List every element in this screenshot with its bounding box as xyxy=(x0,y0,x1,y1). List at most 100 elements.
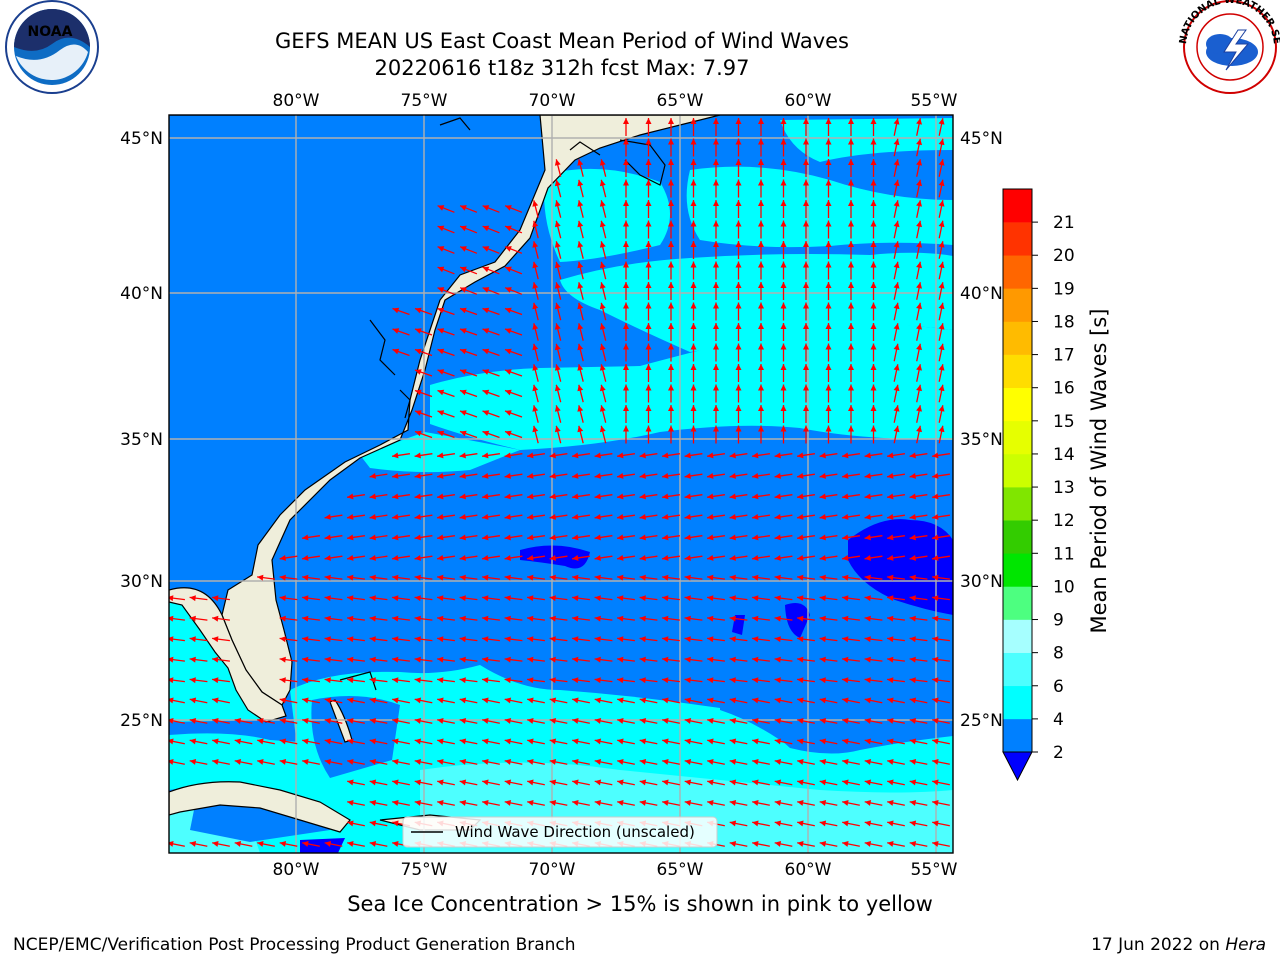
wind-wave-arrow-head xyxy=(617,574,624,581)
wind-wave-arrow-head xyxy=(684,534,691,541)
wind-wave-arrow-head xyxy=(797,738,804,745)
wind-wave-arrow-head xyxy=(729,514,736,520)
wind-wave-arrow-head xyxy=(893,343,900,351)
wind-wave-arrow-head xyxy=(932,820,939,827)
wind-wave-arrow-head xyxy=(415,430,422,437)
wind-wave-arrow-head xyxy=(819,555,826,561)
wind-wave-arrow-head xyxy=(504,615,511,622)
wind-wave-arrow-head xyxy=(527,452,534,459)
wind-wave-arrow-head xyxy=(774,656,781,663)
wind-wave-arrow-head xyxy=(803,179,809,186)
wind-wave-arrow-head xyxy=(623,179,629,186)
wind-wave-arrow-head xyxy=(639,718,647,724)
wind-wave-arrow-head xyxy=(848,179,854,186)
wind-wave-arrow-head xyxy=(482,514,489,520)
wind-wave-arrow-head xyxy=(645,220,652,227)
wind-wave-arrow-head xyxy=(459,697,467,704)
wind-wave-arrow-head xyxy=(645,364,652,370)
wind-wave-arrow-head xyxy=(594,493,601,500)
wind-wave-arrow-head xyxy=(842,534,849,541)
wind-wave-arrow-head xyxy=(797,555,804,561)
wind-wave-arrow-head xyxy=(668,200,674,206)
wind-wave-arrow-head xyxy=(460,430,467,437)
wind-wave-arrow-head xyxy=(780,118,787,124)
wind-wave-arrow-head xyxy=(437,718,444,724)
wind-wave-arrow-head xyxy=(347,574,354,581)
wind-wave-arrow-head xyxy=(639,779,647,786)
wind-wave-arrow-head xyxy=(572,534,579,541)
wind-wave-arrow-head xyxy=(572,574,579,581)
colorbar-tick-label: 11 xyxy=(1053,544,1075,564)
wind-wave-arrow-head xyxy=(735,282,742,288)
wind-wave-arrow-head xyxy=(864,574,871,581)
wind-wave-arrow-head xyxy=(803,159,809,165)
wind-wave-arrow-head xyxy=(169,656,174,663)
wind-wave-arrow-head xyxy=(482,574,489,581)
wind-wave-arrow-head xyxy=(527,800,534,806)
wind-wave-arrow-head xyxy=(645,384,652,391)
wind-wave-arrow-head xyxy=(870,343,877,350)
wind-wave-arrow-head xyxy=(302,738,309,745)
wind-wave-arrow-head xyxy=(302,656,309,663)
lat-label: 45°N xyxy=(120,129,163,149)
wind-wave-arrow-head xyxy=(729,677,736,684)
wind-wave-arrow-head xyxy=(842,841,849,847)
wind-wave-arrow-head xyxy=(392,738,399,745)
wind-wave-arrow-head xyxy=(668,364,674,370)
wind-wave-arrow-head xyxy=(392,473,399,479)
wind-wave-arrow-head xyxy=(707,677,714,684)
wind-wave-arrow-head xyxy=(169,697,174,704)
wind-wave-arrow-head xyxy=(639,574,646,581)
wind-wave-arrow-head xyxy=(707,595,714,602)
wind-wave-arrow-head xyxy=(842,574,849,581)
wind-wave-arrow-head xyxy=(938,364,945,371)
wind-wave-arrow-head xyxy=(932,514,939,520)
wind-wave-arrow-head xyxy=(780,241,787,247)
colorbar-tick-label: 17 xyxy=(1053,346,1075,366)
colorbar-under-triangle xyxy=(1002,751,1033,782)
wind-wave-arrow-head xyxy=(459,534,466,541)
wind-wave-arrow-head xyxy=(212,697,219,704)
wind-wave-arrow-head xyxy=(617,636,624,643)
wind-wave-arrow-head xyxy=(797,493,804,500)
wind-wave-arrow-head xyxy=(392,800,399,806)
colorbar-tick-label: 15 xyxy=(1053,412,1075,432)
wind-wave-arrow-head xyxy=(572,779,579,786)
wind-wave-arrow-head xyxy=(623,159,629,165)
wind-wave-arrow-head xyxy=(797,473,804,479)
wind-wave-arrow-head xyxy=(864,514,871,520)
wind-wave-arrow-head xyxy=(392,615,399,622)
wind-wave-arrow-head xyxy=(645,200,652,206)
wind-wave-arrow-head xyxy=(842,514,849,520)
wind-wave-arrow-head xyxy=(932,697,939,704)
wind-wave-arrow-head xyxy=(864,493,871,500)
wind-wave-arrow-head xyxy=(414,697,422,704)
wind-wave-arrow-head xyxy=(825,364,832,370)
wind-wave-arrow-head xyxy=(302,555,309,561)
wind-wave-arrow-head xyxy=(639,656,646,663)
wind-wave-arrow-head xyxy=(909,738,917,745)
wind-wave-arrow-head xyxy=(482,656,489,663)
wind-wave-arrow-head xyxy=(505,266,512,273)
wind-wave-arrow-head xyxy=(729,656,736,663)
wind-wave-arrow-head xyxy=(668,282,674,288)
wind-wave-arrow-head xyxy=(707,738,714,745)
wind-wave-arrow-head xyxy=(887,759,894,765)
wind-wave-arrow-head xyxy=(864,841,872,847)
wind-wave-arrow-head xyxy=(864,452,871,459)
wind-wave-arrow-head xyxy=(482,595,489,602)
wind-wave-arrow-head xyxy=(932,473,939,479)
wind-wave-arrow-head xyxy=(347,718,354,724)
wind-wave-arrow-head xyxy=(392,718,399,724)
wind-wave-arrow-head xyxy=(414,718,422,724)
wind-wave-arrow-head xyxy=(347,595,354,602)
wind-wave-arrow-head xyxy=(532,364,539,371)
lat-label: 40°N xyxy=(120,284,163,304)
wind-wave-arrow-head xyxy=(459,656,466,663)
wind-wave-arrow-head xyxy=(819,841,827,847)
wind-wave-arrow-head xyxy=(758,343,764,350)
wind-wave-arrow-head xyxy=(803,323,809,329)
wind-wave-arrow-head xyxy=(554,241,561,248)
wind-wave-arrow-head xyxy=(369,841,377,847)
wind-wave-arrow-head xyxy=(707,656,714,663)
